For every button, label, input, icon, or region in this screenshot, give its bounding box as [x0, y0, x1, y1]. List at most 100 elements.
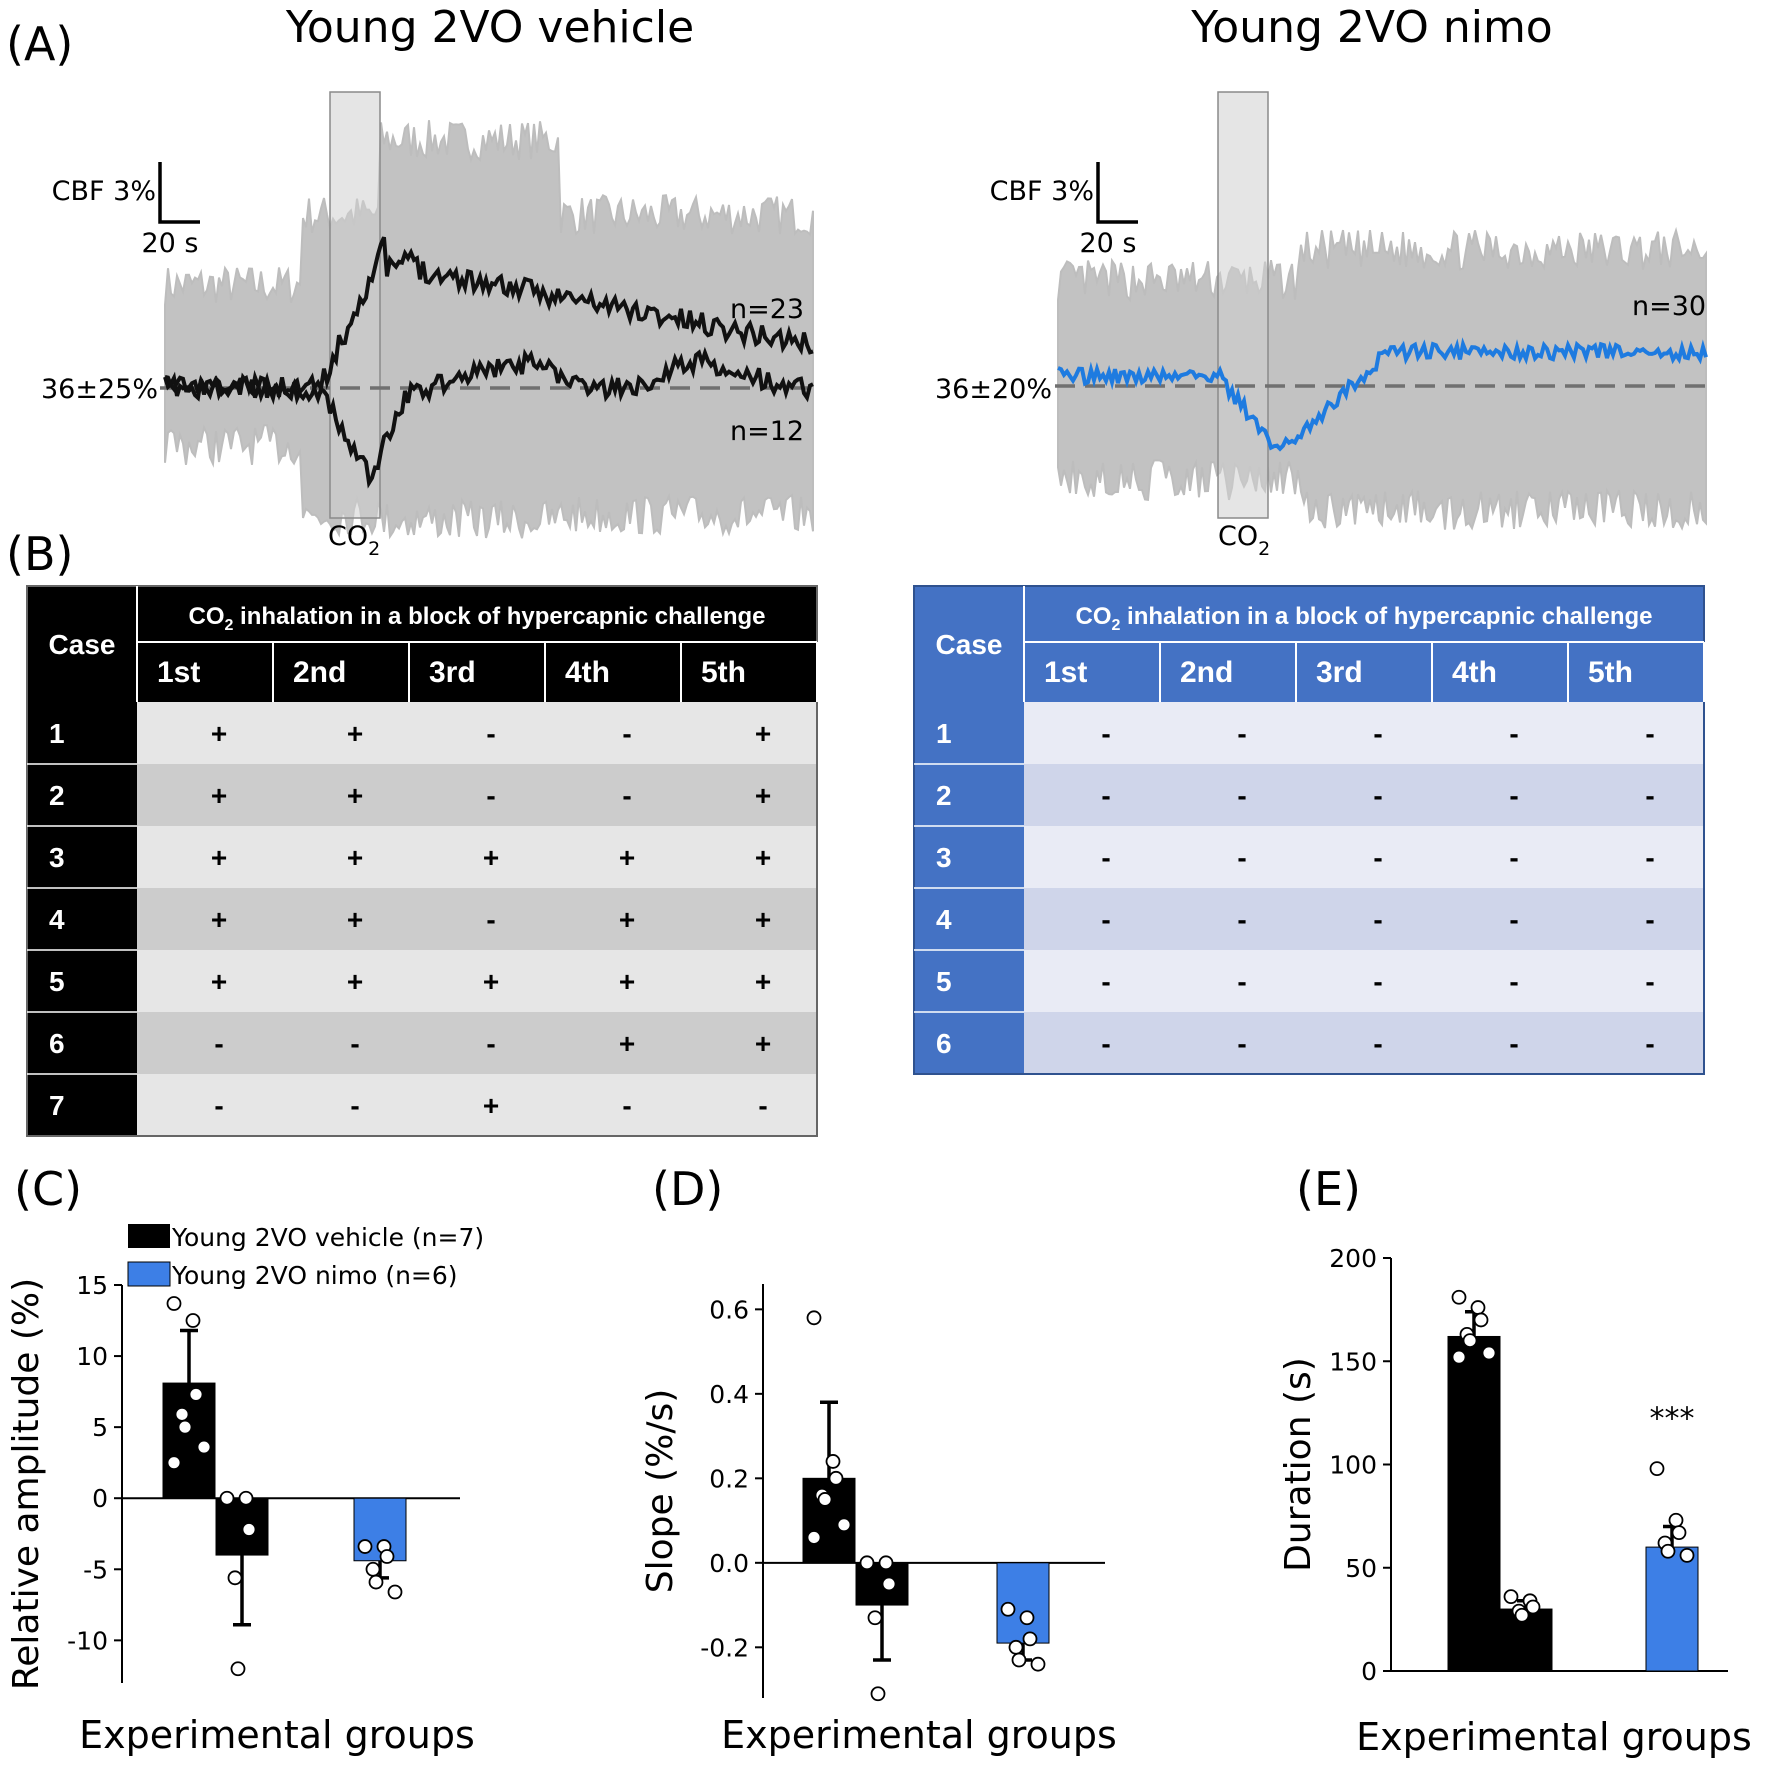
scale-bar-nimo: CBF 3% 20 s	[990, 162, 1138, 259]
table-cell: -	[1373, 1028, 1382, 1059]
data-point	[825, 1454, 841, 1469]
table-case-cell-bg	[27, 1012, 137, 1074]
table-cell: +	[755, 718, 771, 749]
table-cell: -	[622, 718, 631, 749]
y-axis-label: Relative amplitude (%)	[6, 1278, 47, 1690]
scale-bar-vehicle: CBF 3% 20 s	[52, 162, 200, 259]
table-case-number: 3	[936, 842, 952, 873]
data-point	[806, 1310, 822, 1326]
table-header-bg	[27, 586, 817, 702]
table-cell: +	[755, 966, 771, 997]
table-cell: +	[347, 718, 363, 749]
table-case-cell-bg	[27, 950, 137, 1012]
table-cell: -	[1509, 780, 1518, 811]
table-cell: +	[211, 780, 227, 811]
table-row-bg	[1024, 1012, 1704, 1074]
table-column-header: 4th	[1452, 656, 1497, 689]
data-point	[817, 1492, 833, 1507]
data-point	[870, 1686, 886, 1702]
table-cell: -	[1101, 842, 1110, 873]
trace-vehicle-variance-band	[164, 120, 814, 540]
y-tick-label: 15	[76, 1271, 108, 1300]
data-point	[365, 1561, 381, 1577]
baseline-label-nimo: 36±20%	[935, 374, 1052, 405]
table-cell: +	[755, 842, 771, 873]
table-case-label: Case	[49, 629, 116, 660]
x-axis-label: Experimental groups	[79, 1713, 475, 1757]
x-axis-label: Experimental groups	[721, 1713, 1117, 1757]
n-label-vehicle-upper: n=23	[730, 294, 804, 325]
table-row-bg	[137, 764, 817, 826]
table-cell: -	[486, 904, 495, 935]
y-tick-label: 50	[1345, 1554, 1377, 1583]
table-column-header: 5th	[701, 656, 746, 689]
table-cell: -	[1509, 718, 1518, 749]
data-point	[241, 1522, 257, 1537]
table-row-bg	[137, 1074, 817, 1136]
table-cell: +	[347, 966, 363, 997]
table-column-header: 3rd	[429, 656, 476, 689]
table-header-title: CO2 inhalation in a block of hypercapnic…	[188, 603, 765, 634]
data-point	[867, 1610, 883, 1626]
table-row-bg	[137, 826, 817, 888]
panel-label-b: (B)	[6, 527, 73, 581]
data-point	[188, 1387, 204, 1402]
data-point	[185, 1313, 201, 1328]
table-cell: +	[347, 842, 363, 873]
chart-legend: Young 2VO vehicle (n=7) Young 2VO nimo (…	[127, 1223, 484, 1290]
table-row-bg	[1024, 702, 1704, 764]
data-point	[166, 1296, 182, 1311]
co2-label-vehicle: CO2	[328, 521, 380, 560]
data-point	[1473, 1312, 1489, 1328]
scale-y-nimo: CBF 3%	[990, 176, 1094, 207]
table-cell: -	[486, 780, 495, 811]
table-cell: -	[1509, 842, 1518, 873]
table-cell: -	[1509, 1028, 1518, 1059]
table-column-header: 1st	[1044, 656, 1087, 689]
table-case-cell-bg	[27, 888, 137, 950]
trace-title-vehicle: Young 2VO vehicle	[285, 2, 694, 53]
chart-duration: 200 150 100 50 0 Duration (s) Experimental gro…	[1278, 1244, 1752, 1759]
table-cell: +	[755, 780, 771, 811]
chart-relative-amplitude: 15 10 5 0 -5 -10 Relative amplitude (%) Experim…	[6, 1271, 475, 1757]
table-cell: -	[1237, 1028, 1246, 1059]
data-point	[806, 1530, 822, 1545]
data-point	[219, 1490, 235, 1506]
table-column-header: 2nd	[1180, 656, 1233, 689]
co2-label-nimo: CO2	[1218, 521, 1270, 560]
table-case-number: 1	[49, 718, 65, 749]
table-cell: +	[347, 904, 363, 935]
data-point	[357, 1539, 373, 1554]
table-case-number: 6	[936, 1028, 952, 1059]
table-case-number: 3	[49, 842, 65, 873]
table-cell: -	[1373, 718, 1382, 749]
y-tick-label: 0.2	[709, 1464, 749, 1493]
table-case-cell-bg	[27, 764, 137, 826]
table-column-header: 5th	[1588, 656, 1633, 689]
data-point	[1671, 1525, 1687, 1541]
table-row-bg	[1024, 950, 1704, 1012]
table-row-bg	[1024, 888, 1704, 950]
baseline-label-vehicle: 36±25%	[41, 374, 158, 405]
co2-window-nimo	[1217, 91, 1269, 519]
panel-label-e: (E)	[1296, 1162, 1361, 1216]
table-column-header: 4th	[565, 656, 610, 689]
data-point	[1503, 1589, 1519, 1605]
table-cell: -	[758, 1090, 767, 1121]
table-case-number: 5	[49, 966, 65, 997]
table-case-number: 5	[936, 966, 952, 997]
y-tick-label: 0.6	[709, 1295, 749, 1324]
table-cell: -	[1509, 904, 1518, 935]
chart-slope: 0.6 0.4 0.2 0.0 -0.2 Slope (%/s) Experimental …	[640, 1284, 1117, 1757]
table-cell: -	[350, 1028, 359, 1059]
table-cell: -	[1237, 842, 1246, 873]
table-case-number: 6	[49, 1028, 65, 1059]
table-cell: -	[486, 718, 495, 749]
trace-title-nimo: Young 2VO nimo	[1190, 2, 1552, 53]
table-cell: +	[483, 842, 499, 873]
panel-label-a: (A)	[6, 17, 73, 71]
data-point	[828, 1470, 844, 1486]
bar	[1447, 1335, 1501, 1672]
table-row-bg	[137, 888, 817, 950]
